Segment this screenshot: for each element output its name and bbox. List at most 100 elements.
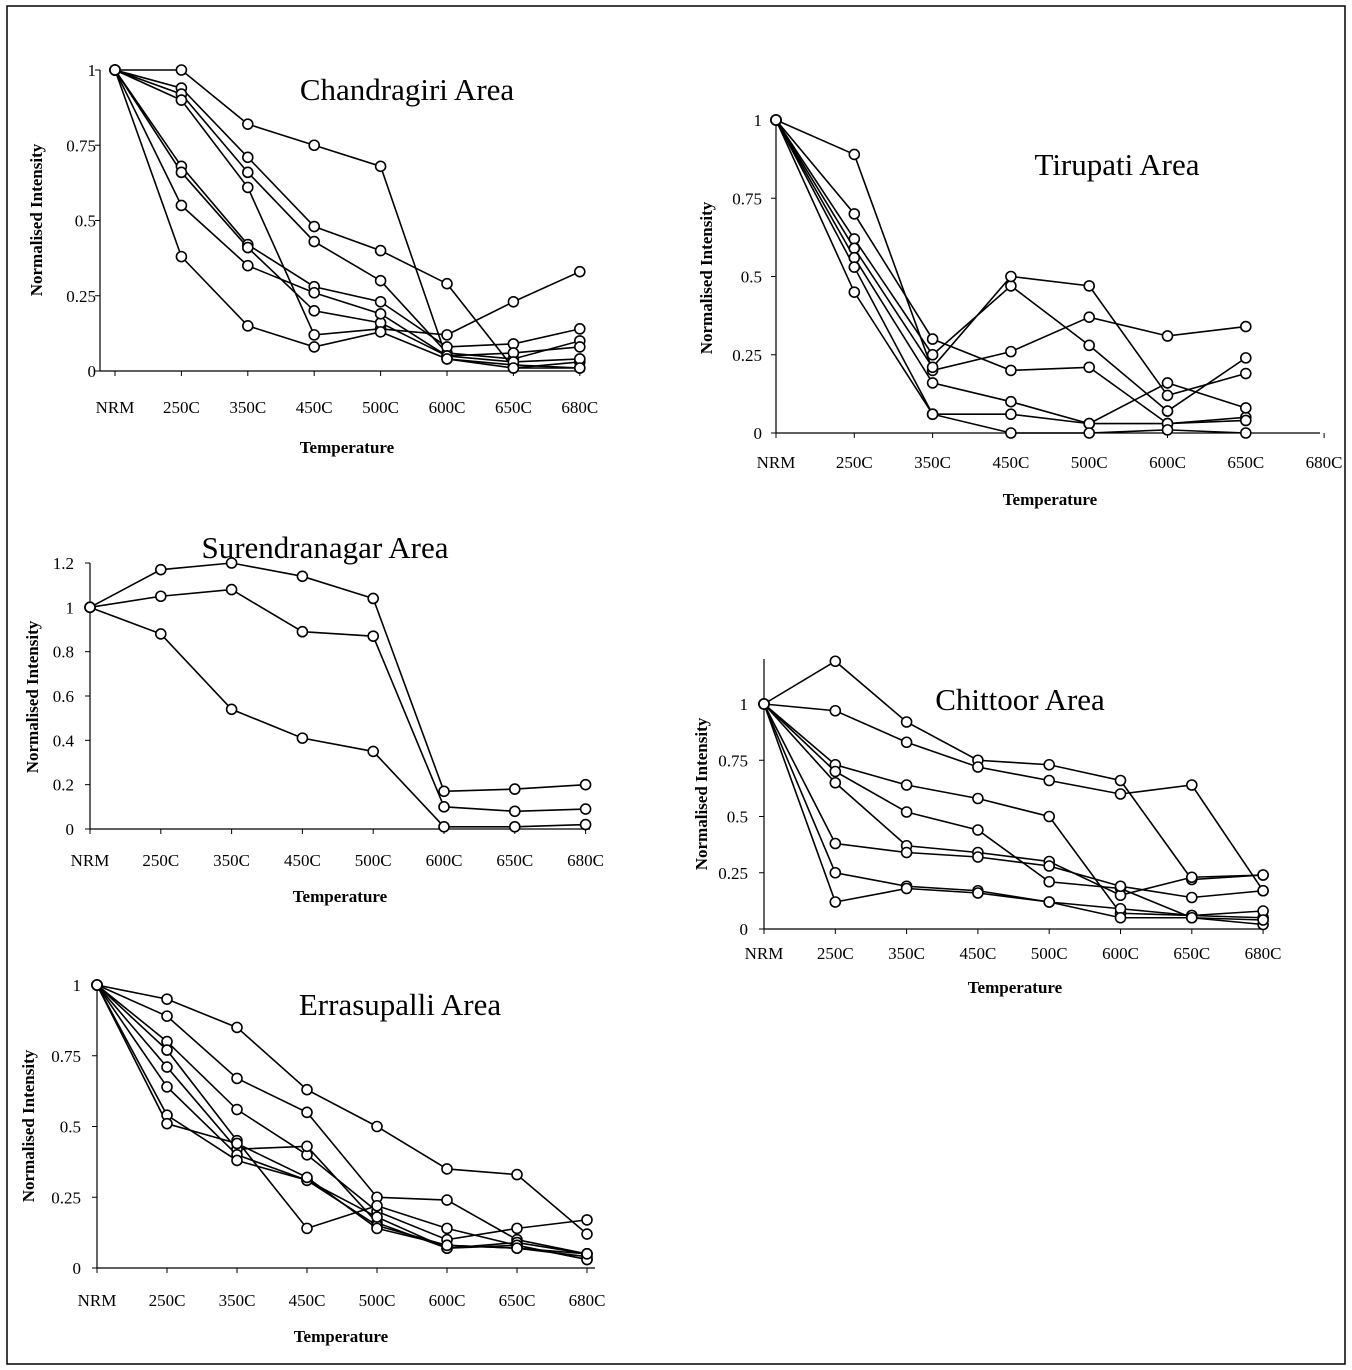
data-point	[231, 1154, 243, 1167]
y-tick-label: 0.8	[53, 643, 74, 662]
data-point	[438, 801, 450, 813]
data-point	[441, 277, 453, 290]
data-point	[1240, 402, 1252, 414]
data-point	[438, 820, 450, 833]
data-point	[1161, 405, 1174, 417]
data-point	[308, 139, 321, 152]
data-point	[1043, 758, 1055, 771]
series-line	[114, 69, 580, 363]
x-axis-title: Temperature	[293, 887, 388, 906]
series-line	[89, 588, 586, 813]
data-point	[1005, 345, 1017, 358]
data-point	[242, 166, 254, 179]
data-point	[91, 979, 103, 991]
data-point	[848, 242, 861, 255]
data-point	[441, 1239, 453, 1252]
data-point	[758, 698, 770, 710]
y-tick-label: 0.75	[66, 136, 96, 155]
y-tick-label: 0.5	[75, 212, 96, 231]
data-point	[1043, 860, 1055, 872]
data-point	[161, 1117, 173, 1130]
data-point	[1257, 914, 1269, 926]
data-point	[829, 866, 842, 879]
x-tick-label: 600C	[1149, 453, 1186, 472]
series-line	[114, 69, 581, 336]
data-point	[242, 259, 254, 272]
data-point	[242, 241, 254, 254]
series-line	[763, 703, 1264, 917]
data-point	[161, 1010, 173, 1022]
y-tick-label: 0.25	[51, 1188, 81, 1207]
data-point	[374, 295, 387, 308]
data-point	[441, 353, 453, 365]
chart-title: Chittoor Area	[935, 682, 1105, 717]
x-tick-label: 650C	[496, 851, 533, 870]
data-point	[155, 628, 167, 640]
y-tick-label: 0	[66, 820, 75, 839]
data-point	[109, 64, 121, 76]
series-line	[89, 562, 586, 793]
data-point	[1083, 427, 1095, 439]
y-tick-label: 1	[740, 695, 749, 714]
data-point	[581, 1228, 593, 1240]
y-tick-label: 1	[88, 61, 97, 80]
data-point	[581, 1214, 593, 1226]
data-point	[508, 820, 521, 833]
data-point	[84, 601, 96, 614]
data-point	[308, 235, 321, 248]
data-point	[579, 818, 592, 831]
data-point	[926, 377, 939, 389]
data-point	[175, 199, 188, 212]
data-point	[926, 333, 939, 345]
data-point	[225, 557, 238, 569]
data-point	[1114, 911, 1127, 924]
x-tick-label: 250C	[142, 851, 179, 870]
data-point	[511, 1168, 523, 1181]
y-axis-title: Normalised Intensity	[692, 717, 711, 870]
x-tick-label: 680C	[1245, 944, 1282, 963]
series-line	[96, 984, 588, 1261]
data-point	[175, 166, 188, 179]
data-point	[900, 846, 913, 859]
figure-border	[6, 5, 1346, 1365]
data-point	[1257, 869, 1269, 881]
data-point	[296, 732, 309, 744]
data-point	[848, 261, 861, 273]
series-line	[114, 69, 580, 348]
data-point	[371, 1222, 383, 1235]
x-tick-label: 350C	[213, 851, 250, 870]
x-tick-label: NRM	[96, 398, 135, 417]
series-line	[96, 984, 588, 1235]
data-point	[829, 896, 842, 908]
x-tick-label: 650C	[495, 398, 532, 417]
data-point	[308, 220, 321, 233]
data-point	[308, 304, 321, 317]
series-line	[96, 984, 588, 1255]
y-tick-label: 1	[66, 598, 75, 617]
y-axis-title: Normalised Intensity	[27, 143, 46, 296]
data-point	[374, 326, 387, 338]
chart-panel: 0 0.25 0.5 0.75 1 NRM 250C 350C 450C 500C 600C 650C…	[27, 61, 598, 457]
data-point	[1114, 774, 1127, 787]
data-point	[1186, 779, 1198, 791]
data-point	[1240, 320, 1252, 333]
x-tick-label: 350C	[229, 398, 266, 417]
x-tick-label: 500C	[362, 398, 399, 417]
y-axis-title: Normalised Intensity	[23, 620, 42, 773]
data-point	[374, 244, 387, 257]
data-point	[242, 151, 254, 164]
series-line	[763, 703, 1264, 899]
y-tick-label: 0.5	[741, 268, 762, 287]
data-point	[231, 1137, 243, 1150]
y-tick-label: 0.75	[732, 189, 762, 208]
data-point	[926, 348, 939, 361]
data-point	[972, 761, 984, 773]
data-point	[829, 765, 842, 778]
data-point	[1043, 810, 1055, 823]
x-tick-label: 650C	[1227, 453, 1264, 472]
data-point	[161, 1061, 173, 1073]
x-tick-label: 600C	[426, 851, 463, 870]
series-line	[114, 69, 580, 369]
series-line	[763, 703, 1264, 892]
data-point	[367, 630, 380, 642]
